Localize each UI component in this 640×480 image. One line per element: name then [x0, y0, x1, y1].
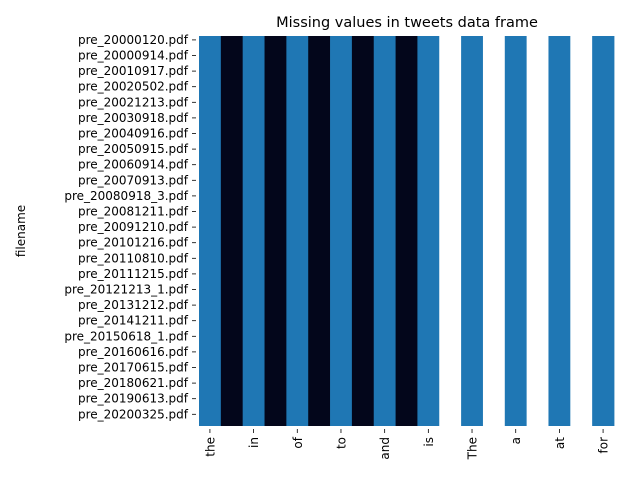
y-tick-label: pre_20150618_1.pdf — [64, 329, 188, 343]
y-tick-label: pre_20050915.pdf — [78, 142, 189, 156]
y-tick-label: pre_20010917.pdf — [78, 64, 189, 78]
heatmap-column-col-3 — [264, 36, 287, 426]
x-tick-label: and — [378, 437, 392, 460]
y-tick-label: pre_20200325.pdf — [78, 407, 189, 421]
y-tick-label: pre_20141211.pdf — [78, 314, 189, 328]
x-tick-label: the — [203, 437, 217, 457]
heatmap-column-col-5 — [308, 36, 331, 426]
heatmap-column-col-12-The — [461, 36, 484, 426]
heatmap-column-col-2-in — [242, 36, 265, 426]
y-tick-label: pre_20110810.pdf — [78, 251, 189, 265]
y-tick-label: pre_20080918_3.pdf — [64, 189, 188, 203]
y-tick-label: pre_20060914.pdf — [78, 158, 189, 172]
y-tick-label: pre_20000120.pdf — [78, 33, 189, 47]
heatmap-column-col-13 — [482, 36, 506, 426]
heatmap-column-col-15 — [526, 36, 549, 426]
y-tick-label: pre_20040916.pdf — [78, 127, 189, 141]
heatmap-column-col-0-the — [199, 36, 222, 426]
heatmap-column-col-4-of — [286, 36, 309, 426]
y-tick-label: pre_20131212.pdf — [78, 298, 189, 312]
y-tick-label: pre_20070913.pdf — [78, 173, 189, 187]
heatmap-column-col-17 — [570, 36, 593, 426]
x-tick-label: The — [466, 437, 480, 460]
y-tick-label: pre_20111215.pdf — [78, 267, 189, 281]
y-tick-label: pre_20121213_1.pdf — [64, 283, 188, 297]
y-tick-label: pre_20160616.pdf — [78, 345, 189, 359]
heatmap-column-col-14-a — [504, 36, 528, 426]
y-tick-label: pre_20081211.pdf — [78, 205, 189, 219]
x-tick-label: a — [509, 437, 523, 444]
chart-title: Missing values in tweets data frame — [276, 15, 538, 31]
heatmap-column-col-1 — [220, 36, 244, 426]
heatmap-cells — [199, 36, 615, 426]
heatmap-column-col-16-at — [548, 36, 571, 426]
heatmap-column-col-8-and — [373, 36, 396, 426]
y-tick-label: pre_20091210.pdf — [78, 220, 189, 234]
heatmap-column-col-6-to — [330, 36, 353, 426]
x-tick-label: for — [597, 437, 611, 454]
y-tick-label: pre_20021213.pdf — [78, 95, 189, 109]
y-tick-labels: pre_20000120.pdf pre_20000914.pdfpre_2001… — [64, 33, 196, 421]
x-tick-label: in — [247, 437, 261, 448]
x-tick-label: is — [422, 437, 436, 447]
y-tick-label: pre_20101216.pdf — [78, 236, 189, 250]
x-tick-label: at — [553, 437, 567, 449]
x-tick-label: of — [291, 436, 305, 448]
heatmap-column-col-9 — [395, 36, 418, 426]
heatmap-column-col-7 — [351, 36, 375, 426]
y-tick-label: pre_20180621.pdf — [78, 376, 189, 390]
x-tick-labels: the in of to and is The a at for — [203, 429, 611, 460]
y-tick-label: pre_20020502.pdf — [78, 80, 189, 94]
heatmap-column-col-11 — [439, 36, 462, 426]
x-tick-label: to — [334, 437, 348, 449]
y-tick-label: pre_20030918.pdf — [78, 111, 189, 125]
y-tick-label: pre_20170615.pdf — [78, 361, 189, 375]
y-axis-label: filename — [14, 205, 28, 257]
heatmap-column-col-10-is — [417, 36, 440, 426]
y-tick-label: pre_20190613.pdf — [78, 392, 189, 406]
y-tick-label: pre_20000914.pdf — [78, 49, 189, 63]
heatmap-column-col-18-for — [592, 36, 615, 426]
